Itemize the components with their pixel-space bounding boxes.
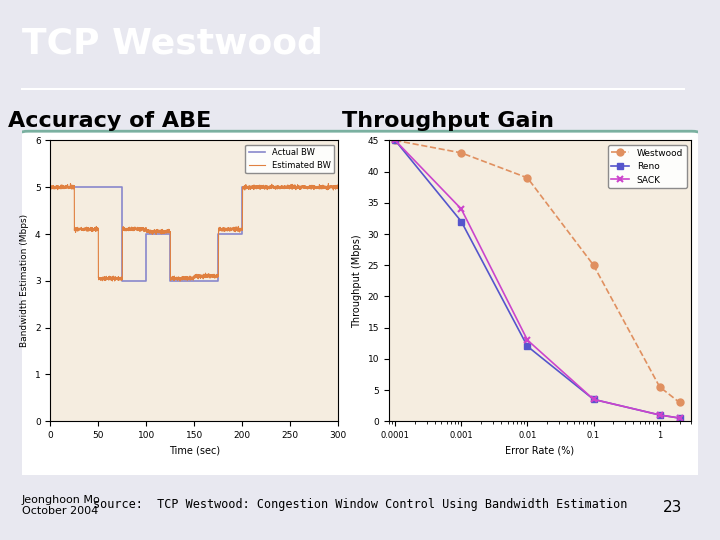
Actual BW xyxy=(70,184,78,191)
Westwood xyxy=(391,137,400,144)
Reno xyxy=(523,343,532,349)
Estimated BW xyxy=(157,231,166,237)
Westwood xyxy=(589,262,598,268)
Estimated BW xyxy=(169,275,178,282)
Reno xyxy=(391,137,400,144)
Text: Throughput Gain: Throughput Gain xyxy=(342,111,554,131)
Reno xyxy=(457,218,466,225)
Estimated BW xyxy=(324,180,333,187)
Actual BW xyxy=(166,278,175,284)
Text: 23: 23 xyxy=(662,500,682,515)
Actual BW xyxy=(118,278,127,284)
Estimated BW xyxy=(334,184,343,191)
Text: source:  TCP Westwood: Congestion Window Control Using Bandwidth Estimation: source: TCP Westwood: Congestion Window … xyxy=(93,498,627,511)
Actual BW xyxy=(190,278,199,284)
Westwood xyxy=(457,150,466,156)
Text: Accuracy of ABE: Accuracy of ABE xyxy=(8,111,211,131)
SACK xyxy=(523,337,532,343)
Westwood xyxy=(655,383,664,390)
Line: SACK: SACK xyxy=(392,137,683,422)
Actual BW xyxy=(190,278,199,284)
Westwood xyxy=(675,399,684,406)
Reno xyxy=(675,415,684,421)
SACK xyxy=(675,415,684,421)
Estimated BW xyxy=(328,184,337,190)
Legend: Actual BW, Estimated BW: Actual BW, Estimated BW xyxy=(246,145,334,173)
Estimated BW xyxy=(297,184,306,190)
Actual BW xyxy=(214,231,222,237)
Actual BW xyxy=(214,278,222,284)
Actual BW xyxy=(238,231,247,237)
X-axis label: Time (sec): Time (sec) xyxy=(168,446,220,455)
Y-axis label: Throughput (Mbps): Throughput (Mbps) xyxy=(352,234,362,328)
Text: Jeonghoon Mo
October 2004: Jeonghoon Mo October 2004 xyxy=(22,495,100,516)
Actual BW xyxy=(238,184,247,191)
Y-axis label: Bandwidth Estimation (Mbps): Bandwidth Estimation (Mbps) xyxy=(20,214,30,347)
Actual BW xyxy=(142,231,150,237)
Actual BW xyxy=(94,184,103,191)
Reno xyxy=(655,411,664,418)
X-axis label: Error Rate (%): Error Rate (%) xyxy=(505,446,575,455)
Estimated BW xyxy=(96,277,104,284)
Westwood xyxy=(523,174,532,181)
Text: TCP Westwood: TCP Westwood xyxy=(22,27,323,60)
Line: Westwood: Westwood xyxy=(392,137,683,406)
Estimated BW xyxy=(108,278,117,284)
Actual BW xyxy=(70,184,78,191)
Legend: Westwood, Reno, SACK: Westwood, Reno, SACK xyxy=(608,145,687,188)
Actual BW xyxy=(94,184,103,191)
Actual BW xyxy=(142,278,150,284)
SACK xyxy=(457,206,466,212)
Actual BW xyxy=(166,231,175,237)
Line: Estimated BW: Estimated BW xyxy=(50,184,338,281)
Estimated BW xyxy=(46,184,55,190)
Line: Actual BW: Actual BW xyxy=(50,187,338,281)
Actual BW xyxy=(334,184,343,191)
SACK xyxy=(391,137,400,144)
Estimated BW xyxy=(79,226,88,232)
Actual BW xyxy=(118,278,127,284)
SACK xyxy=(655,411,664,418)
FancyBboxPatch shape xyxy=(15,131,705,479)
Line: Reno: Reno xyxy=(392,137,683,422)
Actual BW xyxy=(46,184,55,191)
Reno xyxy=(589,396,598,403)
SACK xyxy=(589,396,598,403)
